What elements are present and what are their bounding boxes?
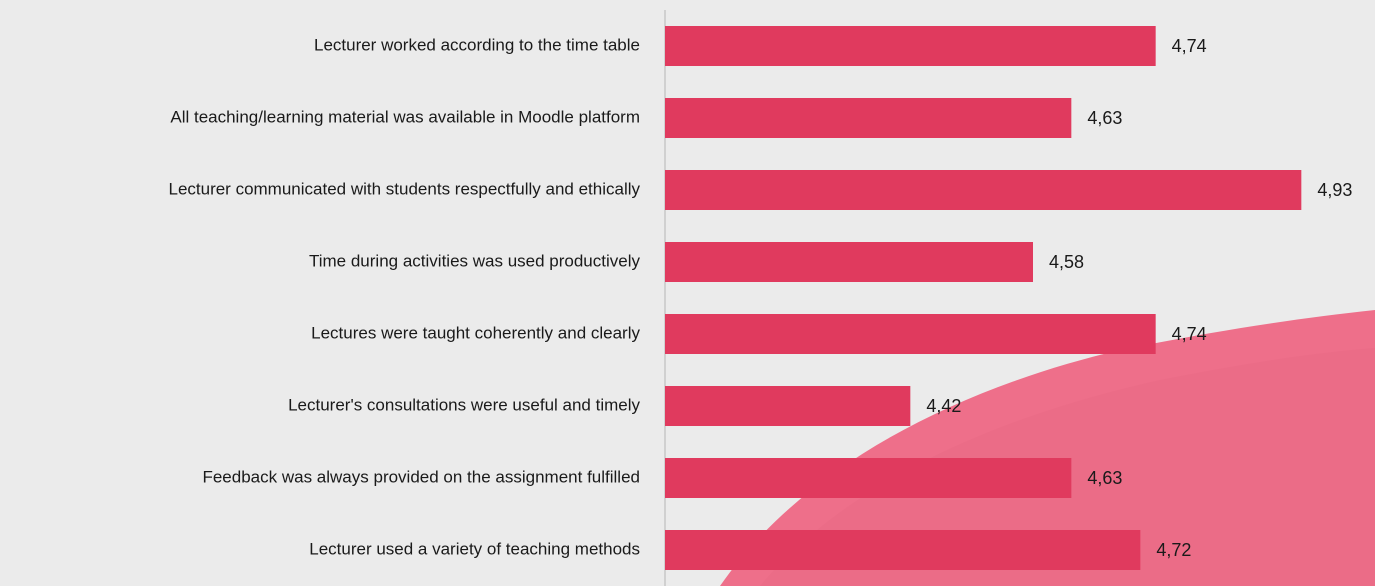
- bar: [665, 26, 1156, 66]
- bar: [665, 170, 1302, 210]
- value-label: 4,93: [1317, 180, 1352, 200]
- bar: [665, 242, 1033, 282]
- category-label: Time during activities was used producti…: [309, 251, 641, 270]
- value-label: 4,74: [1172, 36, 1207, 56]
- category-label: Lecturer used a variety of teaching meth…: [309, 539, 640, 558]
- value-label: 4,74: [1172, 324, 1207, 344]
- category-label: Feedback was always provided on the assi…: [202, 467, 640, 486]
- value-label: 4,72: [1156, 540, 1191, 560]
- category-label: Lecturer worked according to the time ta…: [314, 35, 640, 54]
- category-label: Lectures were taught coherently and clea…: [311, 323, 640, 342]
- bar: [665, 98, 1072, 138]
- bar: [665, 314, 1156, 354]
- bar: [665, 458, 1072, 498]
- value-label: 4,63: [1087, 468, 1122, 488]
- value-label: 4,42: [926, 396, 961, 416]
- value-label: 4,63: [1087, 108, 1122, 128]
- value-label: 4,58: [1049, 252, 1084, 272]
- category-label: Lecturer communicated with students resp…: [168, 179, 640, 198]
- bar: [665, 530, 1141, 570]
- category-label: Lecturer's consultations were useful and…: [288, 395, 640, 414]
- category-label: All teaching/learning material was avail…: [170, 107, 640, 126]
- bar: [665, 386, 911, 426]
